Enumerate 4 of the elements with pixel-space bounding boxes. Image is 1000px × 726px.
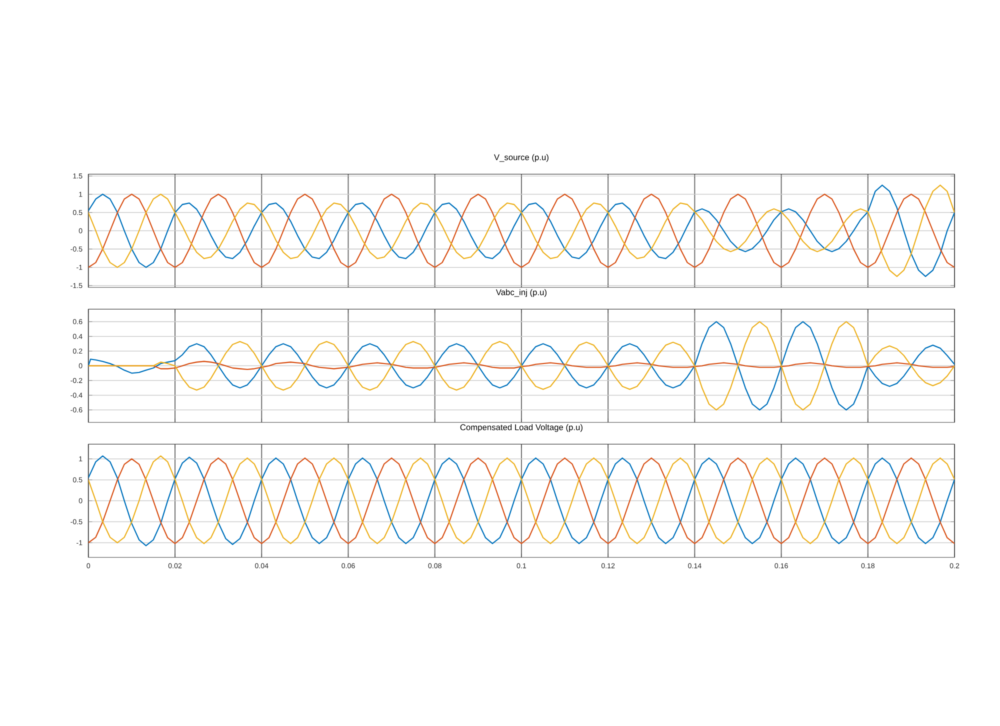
line-series: [88, 184, 955, 278]
chart-title: Vabc_inj (p.u): [496, 289, 546, 297]
chart-title: V_source (p.u): [494, 154, 548, 162]
chart-title: Compensated Load Voltage (p.u): [460, 424, 582, 432]
